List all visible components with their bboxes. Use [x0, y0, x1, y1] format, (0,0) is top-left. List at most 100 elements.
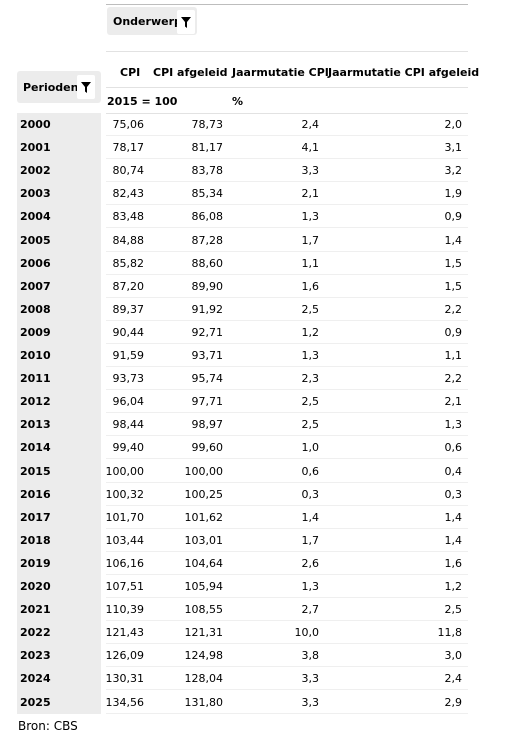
row-divider	[106, 135, 468, 137]
cpi-afgeleid-cell: 85,34	[191, 187, 224, 201]
jaarmutatie-cpi-afgeleid-cell: 0,9	[444, 325, 463, 339]
jaarmutatie-cpi-cell: 1,2	[301, 325, 320, 339]
table-row: 2015 100,00 100,00 0,6 0,4	[17, 460, 468, 483]
jaarmutatie-cpi-afgeleid-cell: 1,5	[444, 256, 463, 270]
row-divider	[106, 366, 468, 368]
jaarmutatie-cpi-afgeleid-cell: 1,4	[444, 233, 463, 247]
cpi-cell: 82,43	[112, 187, 145, 201]
subject-filter-button[interactable]	[177, 10, 195, 34]
jaarmutatie-cpi-afgeleid-cell: 2,4	[444, 672, 463, 686]
jaarmutatie-cpi-cell: 2,5	[301, 302, 320, 316]
cpi-afgeleid-cell: 98,97	[191, 418, 224, 432]
row-divider	[106, 643, 468, 645]
jaarmutatie-cpi-afgeleid-cell: 0,3	[444, 487, 463, 501]
column-header-cpi-afgeleid: CPI afgeleid	[153, 66, 228, 79]
jaarmutatie-cpi-cell: 2,5	[301, 395, 320, 409]
jaarmutatie-cpi-cell: 2,3	[301, 372, 320, 386]
source-note: Bron: CBS	[18, 719, 78, 733]
row-divider	[106, 435, 468, 437]
table-row: 2024 130,31 128,04 3,3 2,4	[17, 667, 468, 691]
row-divider	[106, 273, 468, 275]
jaarmutatie-cpi-cell: 3,3	[301, 695, 320, 709]
cpi-afgeleid-cell: 108,55	[184, 603, 224, 617]
period-cell: 2009	[20, 325, 51, 339]
cpi-cell: 91,59	[112, 349, 145, 362]
period-filter-label: Perioden	[23, 80, 79, 94]
jaarmutatie-cpi-afgeleid-cell: 0,4	[444, 464, 463, 478]
cpi-afgeleid-cell: 88,60	[191, 256, 224, 270]
table-row: 2006 85,82 88,60 1,1 1,5	[17, 252, 468, 275]
jaarmutatie-cpi-cell: 2,6	[301, 556, 320, 570]
jaarmutatie-cpi-cell: 1,6	[301, 279, 320, 293]
jaarmutatie-cpi-afgeleid-cell: 1,1	[444, 349, 463, 362]
header-divider	[106, 51, 468, 52]
row-divider	[106, 550, 468, 552]
jaarmutatie-cpi-afgeleid-cell: 2,2	[444, 372, 463, 386]
cpi-cell: 100,32	[105, 487, 145, 501]
unit-index: 2015 = 100	[107, 95, 178, 108]
jaarmutatie-cpi-cell: 1,3	[301, 580, 320, 593]
period-cell: 2020	[20, 580, 51, 593]
period-filter-button[interactable]	[77, 75, 95, 99]
cpi-cell: 121,43	[105, 626, 145, 640]
period-cell: 2017	[20, 510, 51, 524]
jaarmutatie-cpi-cell: 4,1	[301, 141, 320, 155]
jaarmutatie-cpi-afgeleid-cell: 0,6	[444, 441, 463, 455]
cpi-afgeleid-cell: 131,80	[184, 695, 224, 709]
period-cell: 2015	[20, 464, 51, 478]
row-divider	[106, 296, 468, 298]
cpi-afgeleid-cell: 121,31	[184, 626, 224, 640]
period-cell: 2022	[20, 626, 51, 640]
subject-filter-pill[interactable]: Onderwerp	[107, 7, 197, 35]
row-divider	[106, 204, 468, 206]
period-column-background	[17, 113, 101, 714]
cpi-afgeleid-cell: 101,62	[184, 510, 224, 524]
table-row: 2013 98,44 98,97 2,5 1,3	[17, 413, 468, 437]
cpi-cell: 84,88	[112, 233, 145, 247]
jaarmutatie-cpi-cell: 2,5	[301, 418, 320, 432]
table-row: 2021 110,39 108,55 2,7 2,5	[17, 598, 468, 622]
jaarmutatie-cpi-cell: 0,3	[301, 487, 320, 501]
column-header-cpi: CPI	[120, 66, 141, 79]
period-filter-pill[interactable]: Perioden	[17, 71, 101, 103]
jaarmutatie-cpi-cell: 10,0	[294, 626, 320, 640]
row-divider	[106, 504, 468, 506]
cpi-afgeleid-cell: 103,01	[184, 533, 224, 547]
jaarmutatie-cpi-afgeleid-cell: 2,0	[444, 118, 463, 131]
table-row: 2017 101,70 101,62 1,4 1,4	[17, 506, 468, 529]
jaarmutatie-cpi-afgeleid-cell: 2,9	[444, 695, 463, 709]
period-cell: 2000	[20, 118, 51, 131]
column-header-divider	[106, 87, 468, 88]
row-divider	[106, 527, 468, 529]
jaarmutatie-cpi-cell: 2,4	[301, 118, 320, 131]
period-cell: 2002	[20, 164, 51, 178]
jaarmutatie-cpi-cell: 3,3	[301, 164, 320, 178]
cpi-afgeleid-cell: 124,98	[184, 649, 224, 663]
table-row: 2025 134,56 131,80 3,3 2,9	[17, 691, 468, 714]
table-row: 2023 126,09 124,98 3,8 3,0	[17, 644, 468, 668]
jaarmutatie-cpi-afgeleid-cell: 3,1	[444, 141, 463, 155]
period-cell: 2007	[20, 279, 51, 293]
jaarmutatie-cpi-cell: 0,6	[301, 464, 320, 478]
cpi-cell: 106,16	[105, 556, 145, 570]
jaarmutatie-cpi-afgeleid-cell: 1,9	[444, 187, 463, 201]
period-cell: 2001	[20, 141, 51, 155]
jaarmutatie-cpi-cell: 3,8	[301, 649, 320, 663]
jaarmutatie-cpi-cell: 1,4	[301, 510, 320, 524]
cpi-cell: 130,31	[105, 672, 145, 686]
top-divider	[106, 4, 468, 5]
table-row: 2019 106,16 104,64 2,6 1,6	[17, 552, 468, 575]
cpi-afgeleid-cell: 97,71	[191, 395, 224, 409]
row-divider	[106, 458, 468, 460]
jaarmutatie-cpi-afgeleid-cell: 0,9	[444, 210, 463, 224]
cpi-cell: 93,73	[112, 372, 145, 386]
filter-icon	[181, 16, 191, 28]
cpi-cell: 101,70	[105, 510, 145, 524]
table-row: 2005 84,88 87,28 1,7 1,4	[17, 229, 468, 252]
table-row: 2001 78,17 81,17 4,1 3,1	[17, 136, 468, 160]
jaarmutatie-cpi-afgeleid-cell: 2,2	[444, 302, 463, 316]
row-divider	[106, 319, 468, 321]
table-row: 2007 87,20 89,90 1,6 1,5	[17, 275, 468, 298]
table-row: 2004 83,48 86,08 1,3 0,9	[17, 205, 468, 229]
subject-filter-label: Onderwerp	[113, 14, 182, 28]
